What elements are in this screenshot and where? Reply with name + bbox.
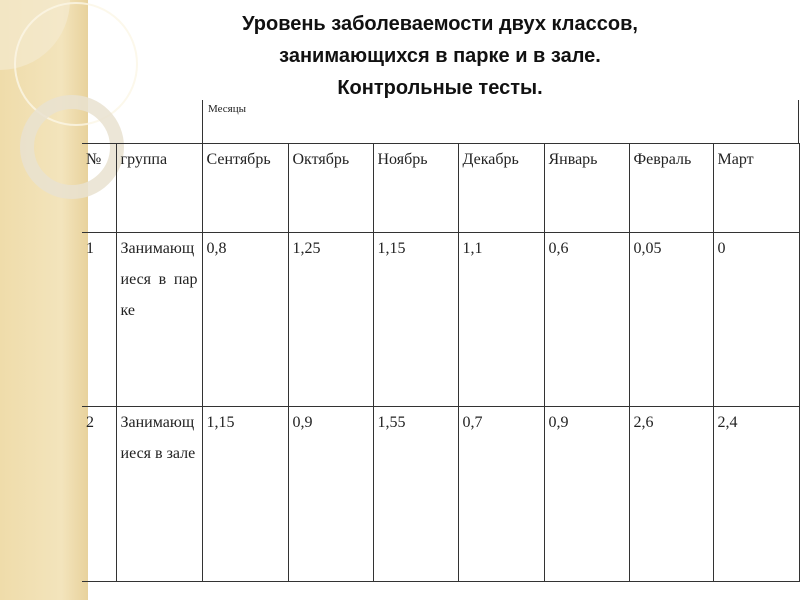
header-month: Сентябрь (201, 143, 289, 233)
header-month: Ноябрь (372, 143, 459, 233)
header-num: № (82, 143, 117, 233)
slide-title: Уровень заболеваемости двух классов, зан… (150, 8, 730, 104)
months-label: Месяцы (208, 103, 247, 115)
header-month: Февраль (628, 143, 714, 233)
cell-value: 2,4 (712, 406, 800, 582)
row-group: Занимающиеся в зале (115, 406, 203, 582)
header-month: Март (712, 143, 800, 233)
cell-value: 0,05 (628, 232, 714, 407)
header-month: Октябрь (287, 143, 374, 233)
cell-value: 1,25 (287, 232, 374, 407)
months-header-row: Месяцы (202, 100, 799, 143)
table-row: 2 Занимающиеся в зале 1,15 0,9 1,55 0,7 … (82, 406, 800, 582)
cell-value: 1,15 (372, 232, 459, 407)
morbidity-table: № группа Сентябрь Октябрь Ноябрь Декабрь… (82, 143, 800, 582)
header-row: № группа Сентябрь Октябрь Ноябрь Декабрь… (82, 143, 800, 233)
cell-value: 2,6 (628, 406, 714, 582)
header-month: Декабрь (457, 143, 545, 233)
cell-value: 0,8 (201, 232, 289, 407)
cell-value: 0,9 (543, 406, 630, 582)
cell-value: 0,6 (543, 232, 630, 407)
title-line: Уровень заболеваемости двух классов, (242, 13, 638, 35)
row-group: Занимающиеся в парке (115, 232, 203, 407)
cell-value: 0 (712, 232, 800, 407)
cell-value: 0,9 (287, 406, 374, 582)
header-month: Январь (543, 143, 630, 233)
header-group: группа (115, 143, 203, 233)
cell-value: 1,15 (201, 406, 289, 582)
cell-value: 0,7 (457, 406, 545, 582)
table-row: 1 Занимающиеся в парке 0,8 1,25 1,15 1,1… (82, 232, 800, 407)
decorative-side-panel (0, 0, 138, 600)
title-line: Контрольные тесты. (337, 77, 543, 99)
cell-value: 1,1 (457, 232, 545, 407)
title-line: занимающихся в парке и в зале. (279, 45, 601, 67)
row-num: 1 (82, 232, 117, 407)
row-num: 2 (82, 406, 117, 582)
cell-value: 1,55 (372, 406, 459, 582)
